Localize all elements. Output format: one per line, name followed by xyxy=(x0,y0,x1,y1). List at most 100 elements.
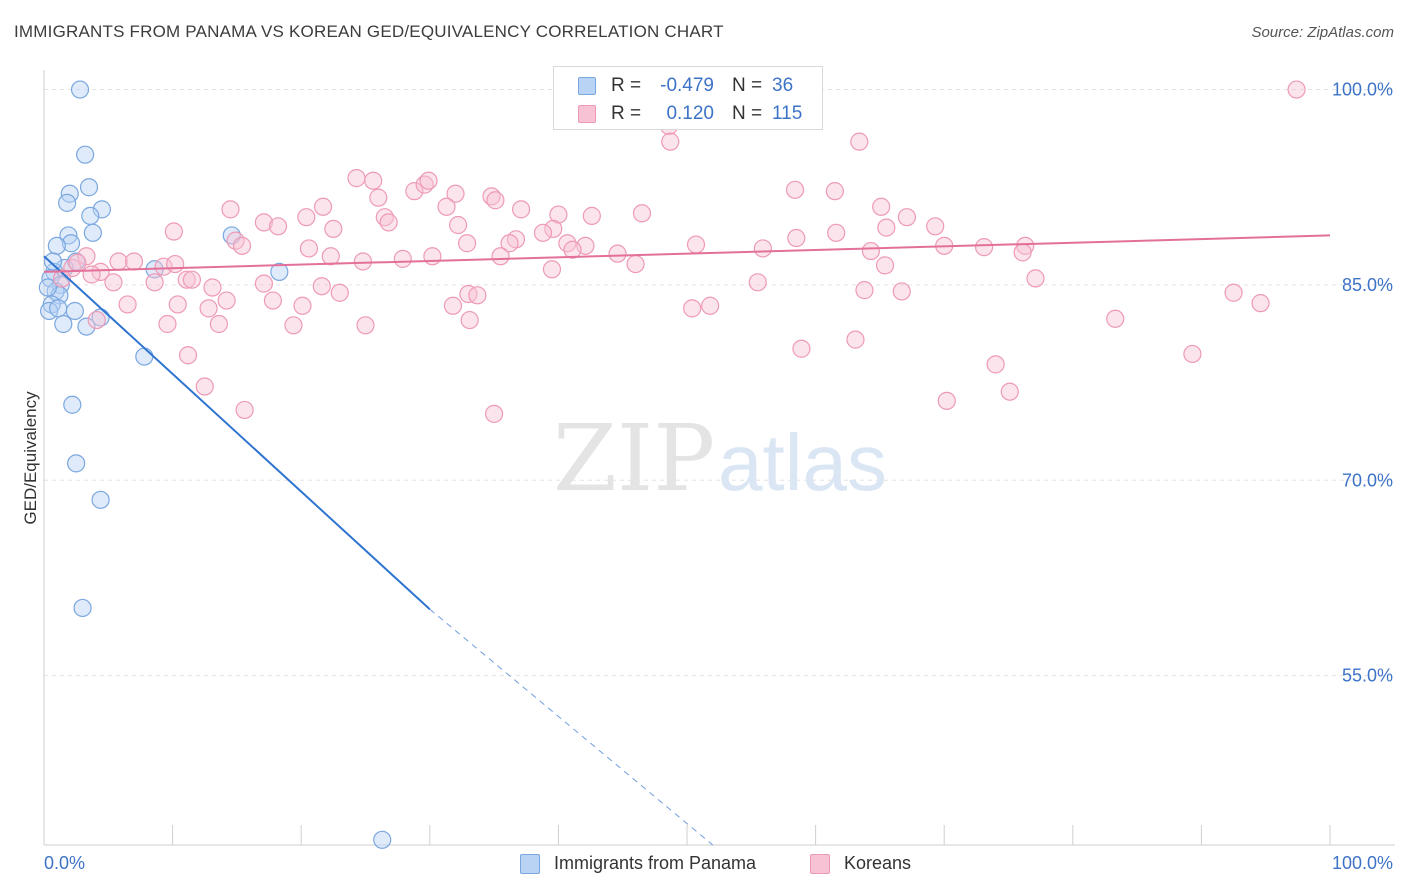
legend-label-panama: Immigrants from Panama xyxy=(554,853,757,873)
data-point xyxy=(209,314,228,334)
data-point xyxy=(68,253,87,272)
data-point xyxy=(118,295,137,314)
data-point xyxy=(347,169,366,188)
data-point xyxy=(1106,309,1125,328)
data-point xyxy=(500,234,519,253)
data-point xyxy=(393,249,412,268)
x-tick-label: 100.0% xyxy=(1332,853,1393,873)
data-point xyxy=(533,223,553,242)
data-point xyxy=(313,197,333,216)
data-point xyxy=(446,184,465,203)
data-point xyxy=(109,252,128,271)
data-point xyxy=(104,273,123,292)
data-point xyxy=(158,314,177,334)
data-point xyxy=(92,200,111,219)
data-point xyxy=(443,296,463,315)
legend-swatch-blue xyxy=(520,854,540,874)
y-tick-label: 55.0% xyxy=(1342,666,1393,686)
data-point xyxy=(81,206,100,225)
data-point xyxy=(460,310,479,330)
data-point xyxy=(124,252,144,271)
data-point xyxy=(254,274,274,293)
data-point xyxy=(73,598,92,618)
source-credit: Source: ZipAtlas.com xyxy=(1251,24,1394,41)
legend-swatch-blue xyxy=(578,77,596,95)
data-point xyxy=(563,240,582,259)
data-point xyxy=(827,223,846,242)
data-point xyxy=(364,171,383,190)
legend-row-panama: R = -0.479 N = 36 xyxy=(554,73,822,99)
trend-lines xyxy=(43,234,1331,846)
data-point xyxy=(787,228,806,248)
data-point xyxy=(270,262,289,281)
legend-r-label: R = xyxy=(611,103,642,124)
legend-r-label: R = xyxy=(611,75,642,96)
data-point xyxy=(1287,80,1306,99)
data-point xyxy=(178,346,198,365)
data-point xyxy=(437,197,456,216)
watermark: ZIP atlas xyxy=(553,405,887,512)
legend-r-value: 0.120 xyxy=(666,103,714,124)
data-point xyxy=(1000,382,1019,401)
y-axis-label: GED/Equivalency xyxy=(21,391,40,525)
data-point xyxy=(284,316,303,335)
data-point xyxy=(177,270,196,289)
data-point xyxy=(405,182,424,201)
data-point xyxy=(38,278,57,297)
y-tick-label: 85.0% xyxy=(1342,275,1393,295)
data-point xyxy=(683,299,702,318)
data-point xyxy=(701,296,720,315)
data-point xyxy=(353,252,373,271)
data-point xyxy=(58,193,77,212)
legend-n-value: 36 xyxy=(772,75,794,96)
data-point xyxy=(263,291,283,310)
data-point xyxy=(974,238,994,257)
data-point xyxy=(87,310,106,330)
legend-n-label: N = xyxy=(732,103,763,124)
data-point xyxy=(356,316,375,335)
data-point xyxy=(70,80,90,99)
data-point xyxy=(254,213,274,232)
legend-swatch-pink xyxy=(578,105,596,123)
legend-label-koreans: Koreans xyxy=(844,853,912,873)
data-point xyxy=(195,377,214,396)
data-point xyxy=(825,182,844,201)
data-point xyxy=(544,219,563,239)
data-point xyxy=(297,208,316,227)
data-point xyxy=(164,222,183,241)
data-point xyxy=(549,205,568,224)
data-point xyxy=(491,247,510,266)
data-point xyxy=(76,145,95,164)
legend-n-label: N = xyxy=(732,75,763,96)
data-point xyxy=(861,241,880,261)
data-point xyxy=(1251,294,1270,313)
trend-line-panama xyxy=(43,255,431,610)
data-point xyxy=(855,281,874,300)
chart-title: IMMIGRANTS FROM PANAMA VS KOREAN GED/EQU… xyxy=(14,22,724,41)
data-point xyxy=(217,291,236,310)
series-koreans xyxy=(52,80,1306,423)
watermark-atlas: atlas xyxy=(718,418,887,507)
data-point xyxy=(877,218,896,237)
data-point xyxy=(846,330,865,349)
legend-row-koreans: R = 0.120 N = 115 xyxy=(554,101,822,127)
data-point xyxy=(203,278,222,297)
data-point xyxy=(897,208,917,227)
data-point xyxy=(154,257,173,276)
data-point xyxy=(485,404,504,423)
trend-line-panama-extension xyxy=(429,608,714,846)
data-point xyxy=(135,347,154,366)
data-point xyxy=(330,283,349,302)
data-point xyxy=(785,180,805,199)
y-tick-label: 70.0% xyxy=(1342,470,1393,490)
data-point xyxy=(850,132,869,151)
data-point xyxy=(379,213,398,232)
data-point xyxy=(299,239,319,258)
data-point xyxy=(221,200,240,219)
data-point xyxy=(54,314,73,334)
data-point xyxy=(1183,344,1202,364)
data-point xyxy=(486,191,505,210)
y-tick-label: 100.0% xyxy=(1332,80,1393,100)
data-point xyxy=(872,197,891,216)
data-point xyxy=(1224,283,1243,302)
